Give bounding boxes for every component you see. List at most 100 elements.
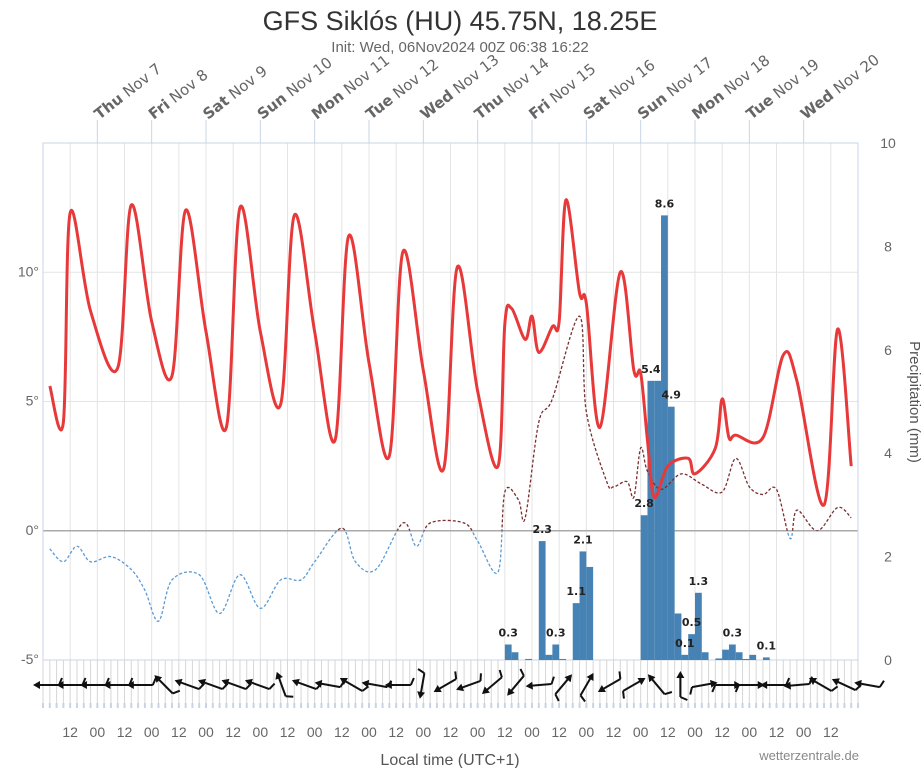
precipitation-data-label: 2.3 [532,523,552,536]
hour-tick-label: 00 [633,724,649,740]
wind-arrowhead [56,681,64,689]
hour-tick-label: 12 [551,724,567,740]
precipitation-bar [525,658,532,660]
wind-barb-feather [689,686,693,695]
hour-tick-label: 00 [144,724,160,740]
wind-arrowhead [456,683,465,692]
hour-tick-label: 12 [823,724,839,740]
precipitation-bars [504,215,770,660]
wind-arrowhead [417,691,426,699]
hour-tick-label: 12 [443,724,459,740]
wind-arrowhead [481,686,490,694]
wind-barb-feather [830,685,839,692]
wind-arrowhead [221,678,230,687]
wind-barb-feather [734,684,740,693]
wind-arrowhead [637,678,646,685]
precipitation-bar [762,657,770,660]
wind-barb-feather [554,693,560,702]
precipitation-bar [552,644,560,660]
hour-tick-label: 00 [307,724,323,740]
wind-arrowhead [174,678,183,687]
wind-arrowhead [433,685,442,692]
wind-arrowhead [676,671,685,678]
wind-arrowhead [597,685,606,692]
hour-tick-label: 12 [660,724,676,740]
precipitation-labels: 0.3 2.3 0.3 1.1 2.1 2.8 5.4 8.6 4.9 0.1 0.5 1.3 0.3 0… [498,197,776,652]
wind-barb-feather [664,691,673,696]
x-axis-title: Local time (UTC+1) [380,752,519,768]
hour-tick-label: 00 [90,724,106,740]
precipitation-bar [579,551,587,660]
wind-barb [33,677,63,689]
wind-barb [525,676,555,690]
right-axis-tick-label: 4 [884,445,892,461]
right-axis-tick-label: 10 [880,135,896,151]
wind-arrowhead [126,681,134,689]
precipitation-bar [681,654,689,660]
precipitation-bar [695,592,702,660]
precipitation-bar [572,603,580,660]
left-axis-tick-label: 5° [26,393,39,409]
wind-arrowhead [709,679,718,688]
hour-tick-label: 00 [742,724,758,740]
hour-tick-label: 12 [714,724,730,740]
wind-barb [481,669,503,694]
precipitation-data-label: 0.3 [498,626,518,639]
precipitation-data-label: 0.3 [546,626,566,639]
wind-barb-feather [151,677,157,686]
wind-barb [622,678,646,699]
dewpoint-line-above-zero [336,315,852,531]
hour-tick-label: 00 [198,724,214,740]
hour-tick-label: 12 [62,724,78,740]
wind-barb-feather [785,677,791,686]
wind-arrowhead [291,678,300,687]
precipitation-data-label: 1.3 [689,575,709,588]
hour-tick-label: 12 [171,724,187,740]
wind-barb [689,679,718,695]
hour-tick-label: 12 [334,724,350,740]
hour-tick-label: 12 [225,724,241,740]
wind-arrowhead [33,681,40,689]
precipitation-bar [661,215,668,660]
hour-tick-label: 12 [388,724,404,740]
precipitation-bar [586,566,594,660]
wind-barb-feather [711,684,717,693]
wind-barb-feather [622,690,625,699]
precipitation-bar [559,658,566,660]
precipitation-bar [742,658,750,660]
hour-tick-label: 12 [606,724,622,740]
precipitation-data-label: 5.4 [641,363,661,376]
axes: 10° 5° 0° -5° 0 2 4 6 8 10 12 00 12 00 12 00 12 00 12 00 12 0… [18,135,896,740]
wind-barb [554,674,573,702]
hour-tick-label: 12 [117,724,133,740]
wind-arrowhead [564,674,573,683]
dewpoint-line-below-zero [49,530,820,622]
grid [42,142,859,708]
wind-arrowhead [760,681,768,689]
wind-arrowhead [79,681,87,689]
precipitation-data-label: 4.9 [661,389,681,402]
wind-barb [760,677,791,689]
hour-tick-label: 00 [687,724,703,740]
hour-tick-label: 12 [280,724,296,740]
wind-arrowhead [154,675,163,683]
left-axis-tick-label: 0° [26,522,39,538]
wind-arrowhead [361,679,370,688]
wind-arrowhead [103,681,111,689]
hour-tick-label: 00 [253,724,269,740]
wind-barb [854,679,885,689]
precipitation-bar [749,654,757,660]
wind-barb [597,671,622,692]
left-axis-tick-label: -5° [21,651,39,667]
precipitation-bar [722,649,729,660]
hour-tick-label: 00 [524,724,540,740]
precipitation-bar [701,652,709,660]
wind-barb-feather [878,680,885,688]
wind-barb [676,671,688,701]
wind-barb-feather [454,671,458,680]
wind-arrowhead [854,679,862,688]
right-axis-tick-label: 6 [884,342,892,358]
wind-barb [433,671,458,692]
precipitation-bar [667,406,675,660]
